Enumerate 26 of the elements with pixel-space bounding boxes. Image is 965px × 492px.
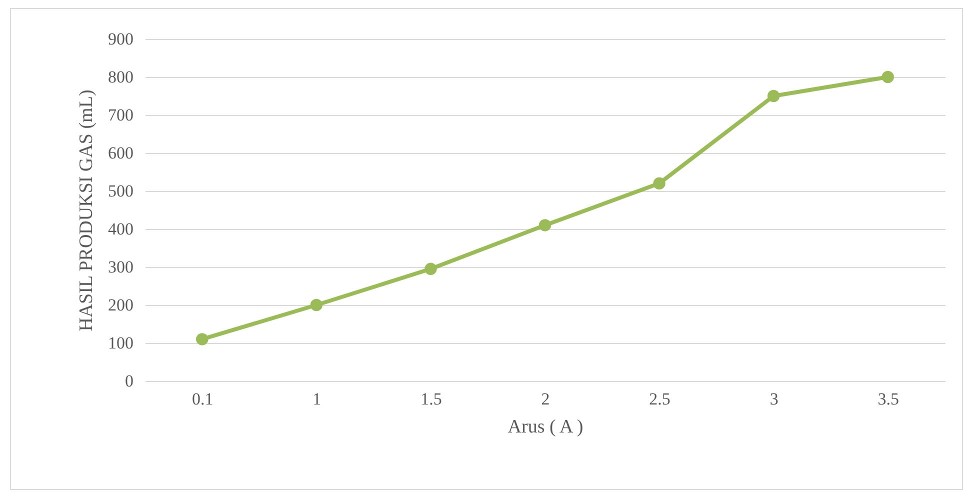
x-tick-label: 3	[770, 390, 778, 408]
point	[310, 298, 323, 312]
x-tick-label: 2	[541, 390, 550, 408]
y-tick-label: 500	[108, 182, 134, 200]
x-tick-label: 1.5	[420, 390, 442, 408]
y-tick-label: 600	[108, 144, 134, 162]
point	[767, 90, 780, 102]
point	[653, 177, 666, 190]
point	[882, 70, 894, 84]
y-tick-label: 900	[108, 30, 134, 48]
point	[424, 262, 437, 276]
y-tick-label: 400	[108, 220, 134, 238]
x-tick-label: 3.5	[878, 390, 899, 408]
x-tick-label: 0.1	[192, 390, 214, 408]
x-axis-title: Arus ( A )	[508, 416, 584, 438]
y-tick-label: 200	[108, 296, 134, 314]
y-tick-label: 700	[108, 106, 134, 124]
x-tick-label: 1	[312, 390, 322, 408]
x-tick-label: 2.5	[649, 390, 670, 408]
y-tick-label: 300	[108, 258, 134, 276]
y-axis-title: HASIL PRODUKSI GAS (mL)	[76, 90, 97, 332]
y-tick-label: 800	[108, 68, 134, 86]
point	[196, 333, 208, 346]
y-tick-label: 100	[108, 334, 134, 352]
point	[538, 219, 552, 232]
y-tick-label: 0	[125, 372, 134, 390]
